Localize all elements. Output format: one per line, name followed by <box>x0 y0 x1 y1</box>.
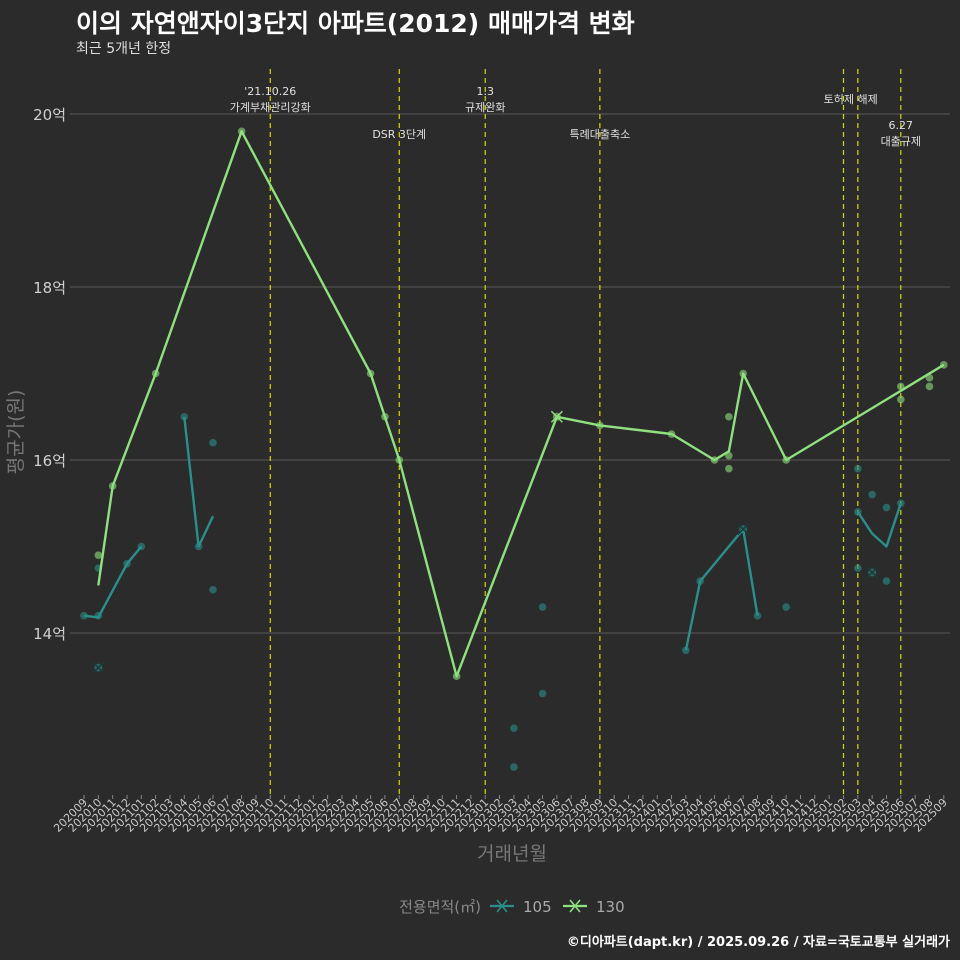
legend-item-label: 130 <box>596 898 625 916</box>
data-point <box>510 724 518 732</box>
y-axis-title: 평균가(원) <box>5 390 27 475</box>
data-point <box>854 564 862 572</box>
data-point <box>897 395 905 404</box>
series-line <box>83 416 902 651</box>
chart-title: 이의 자연앤자이3단지 아파트(2012) 매매가격 변화 <box>76 9 635 38</box>
chart-subtitle: 최근 5개년 한정 <box>76 41 172 57</box>
event-annotation: 대출규제 <box>881 135 921 148</box>
data-point <box>897 499 905 508</box>
data-point <box>854 464 862 473</box>
cross-marker <box>550 410 563 423</box>
data-point <box>510 763 518 771</box>
data-point <box>538 603 547 611</box>
data-point <box>725 412 733 421</box>
x-axis-title: 거래년월 <box>477 843 547 865</box>
y-tick-label: 16억 <box>33 452 66 470</box>
event-annotation: DSR 3단계 <box>372 128 426 141</box>
cross-marker <box>866 566 879 579</box>
event-annotation: 특례대출축소 <box>570 128 631 141</box>
legend-key-cross <box>496 899 508 913</box>
series-130 <box>94 127 948 681</box>
data-point <box>925 382 934 391</box>
legend-title: 전용면적(㎡) <box>399 898 481 916</box>
y-tick-label: 18억 <box>33 279 66 297</box>
data-point <box>725 464 733 473</box>
data-point <box>682 646 690 655</box>
legend-item-label: 105 <box>523 898 552 916</box>
data-point <box>782 603 790 611</box>
data-point <box>209 585 217 594</box>
event-annotation: 가계부채관리강화 <box>230 101 311 114</box>
event-annotation: 1.3 <box>476 85 494 98</box>
series-line <box>97 130 945 678</box>
data-point <box>753 611 762 620</box>
series-105 <box>80 412 905 771</box>
data-point <box>868 490 876 499</box>
data-point <box>180 412 189 421</box>
source-caption: ©디아파트(dapt.kr) / 2025.09.26 / 자료=국토교통부 실… <box>566 935 950 950</box>
data-point <box>94 551 103 559</box>
event-annotation: 6.27 <box>889 119 914 132</box>
cross-marker <box>92 661 105 674</box>
data-point <box>882 577 891 585</box>
cross-marker <box>737 523 750 536</box>
event-annotation: 토허제 해제 <box>824 92 878 106</box>
y-tick-label: 20억 <box>33 106 66 124</box>
legend-key-cross <box>569 899 581 913</box>
data-point <box>209 438 217 447</box>
y-tick-label: 14억 <box>33 625 66 643</box>
event-annotation: 규제완화 <box>465 101 505 114</box>
data-point <box>538 689 547 698</box>
event-annotation: '21.10.26 <box>244 85 296 98</box>
data-point <box>882 503 891 512</box>
